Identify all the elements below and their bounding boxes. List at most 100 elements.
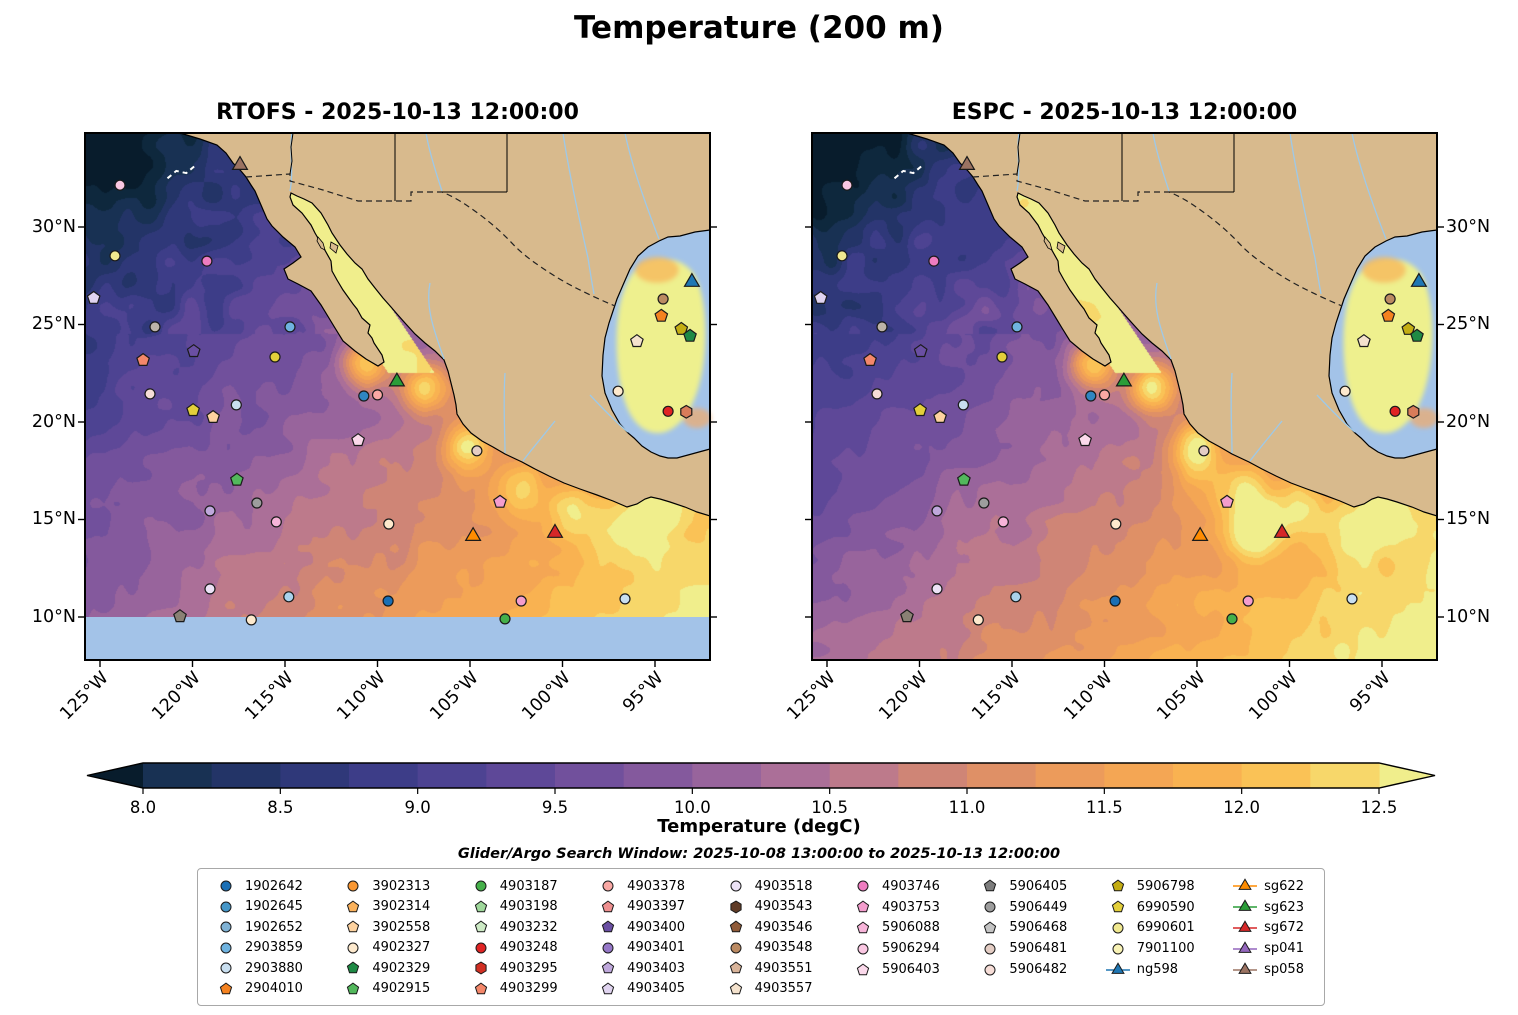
legend-label: sp058 <box>1264 962 1304 978</box>
circle-marker-icon <box>984 901 996 913</box>
legend-entry: 3902558 <box>341 917 430 938</box>
legend-marker <box>1112 943 1124 955</box>
legend-entry: 4903187 <box>469 876 558 897</box>
legend-marker <box>601 982 615 995</box>
legend-entry: 4903295 <box>469 958 558 979</box>
colorbar-tick-label: 8.5 <box>267 798 293 817</box>
colorbar-tick-label: 11.5 <box>1086 798 1123 817</box>
float-marker <box>471 445 483 457</box>
legend-marker <box>220 880 232 892</box>
float-marker <box>173 609 187 623</box>
legend-label: 2903880 <box>245 960 303 976</box>
state-borders <box>289 132 508 201</box>
legend-marker <box>347 982 360 995</box>
float-marker <box>931 583 943 595</box>
gulf-islands <box>316 236 339 254</box>
gulf-coastline <box>1328 229 1438 459</box>
espc-map-overlay <box>805 132 1444 667</box>
legend-column: 4903746 4903753 5906088 5906294 5906403 <box>851 876 940 999</box>
legend-label: 6990590 <box>1136 899 1195 915</box>
legend-marker <box>857 880 869 892</box>
circle-marker-icon <box>857 880 869 892</box>
legend-entry: 4903403 <box>596 958 685 979</box>
float-marker <box>841 179 853 191</box>
colorbar-band <box>692 763 762 788</box>
legend-label: 5906405 <box>1009 878 1068 894</box>
float-marker <box>978 497 990 509</box>
legend-label: 4903403 <box>627 960 686 976</box>
legend-entry: 4903557 <box>724 979 812 1000</box>
legend-column: 5906798 6990590 6990601 7901100 ng598 <box>1105 876 1195 999</box>
float-marker <box>683 328 697 342</box>
lat-tick-label: 25°N <box>1446 314 1491 335</box>
legend-marker <box>984 943 996 955</box>
legend-label: 4903400 <box>627 919 686 935</box>
legend-marker <box>347 920 360 933</box>
legend-entry: sp058 <box>1233 959 1304 980</box>
float-marker <box>863 352 878 366</box>
float-marker <box>231 155 249 171</box>
legend-marker <box>219 982 233 995</box>
float-marker <box>1110 518 1122 530</box>
circle-marker-icon <box>730 880 742 892</box>
legend-marker <box>220 942 232 954</box>
float-marker <box>1339 385 1351 397</box>
float-marker <box>674 321 689 335</box>
float-marker <box>388 372 406 387</box>
temperature-colorbar: 8.0 8.5 9.0 9.5 10.0 10.5 11.0 11.5 12.0 12.5 <box>86 762 1436 817</box>
circle-marker-icon <box>220 901 232 913</box>
legend-column: 4903518 4903543 4903546 4903548 4903551 49035… <box>724 876 813 1000</box>
pentagon-marker-icon <box>729 982 742 995</box>
float-marker <box>351 432 366 447</box>
panel-title-rtofs: RTOFS - 2025-10-13 12:00:00 <box>216 100 579 125</box>
legend-marker <box>601 900 615 913</box>
colorbar-tick-label: 11.0 <box>949 798 986 817</box>
float-marker <box>928 255 940 267</box>
no-data-strip <box>85 617 710 660</box>
gulf-coastline <box>601 229 711 459</box>
float-marker <box>383 518 395 530</box>
colorbar-tick-label: 9.0 <box>405 798 431 817</box>
colorbar-band <box>829 763 899 788</box>
legend-label: 4903187 <box>499 878 558 894</box>
colorbar-band <box>1173 763 1243 788</box>
legend-label: 4902329 <box>372 960 431 976</box>
float-marker <box>836 250 848 262</box>
colorbar-band <box>1241 763 1311 788</box>
legend-label: 6990601 <box>1136 920 1195 936</box>
colorbar-band <box>211 763 281 788</box>
legend-label: 1902645 <box>245 899 303 915</box>
float-marker <box>1410 272 1428 287</box>
legend-label: 4902915 <box>372 981 431 997</box>
float-marker <box>1085 390 1097 402</box>
colorbar-band <box>761 763 831 788</box>
float-marker <box>680 404 693 419</box>
legend-entry: 6990601 <box>1106 918 1195 939</box>
pentagon-marker-icon <box>856 921 870 934</box>
legend-entry: 4902915 <box>341 979 430 1000</box>
float-marker <box>972 614 984 626</box>
float-marker <box>683 272 701 287</box>
colorbar-tick-label: 12.0 <box>1223 798 1260 817</box>
lat-tick-label: 30°N <box>1446 216 1491 237</box>
figure-title: Temperature (200 m) <box>574 10 944 46</box>
float-marker <box>1011 321 1023 333</box>
legend-marker <box>474 900 487 913</box>
map-frame <box>811 132 1438 661</box>
circle-marker-icon <box>220 921 232 933</box>
float-marker <box>382 595 394 607</box>
legend-label: 5906449 <box>1009 899 1068 915</box>
circle-marker-icon <box>730 942 742 954</box>
triangle-marker-icon <box>1233 940 1258 953</box>
legend-label: 5906468 <box>1009 920 1068 936</box>
float-marker <box>900 609 914 623</box>
triangle-marker-icon <box>1105 961 1130 974</box>
legend-column: 4903378 4903397 4903400 4903401 4903403 49034… <box>596 876 685 999</box>
legend-entry: sg623 <box>1233 897 1304 918</box>
float-marker <box>464 526 482 541</box>
legend-label: 1902652 <box>245 919 303 935</box>
state-borders <box>1016 132 1235 201</box>
legend-marker <box>984 921 997 934</box>
legend-label: 4903543 <box>754 899 813 915</box>
float-marker <box>876 321 888 333</box>
